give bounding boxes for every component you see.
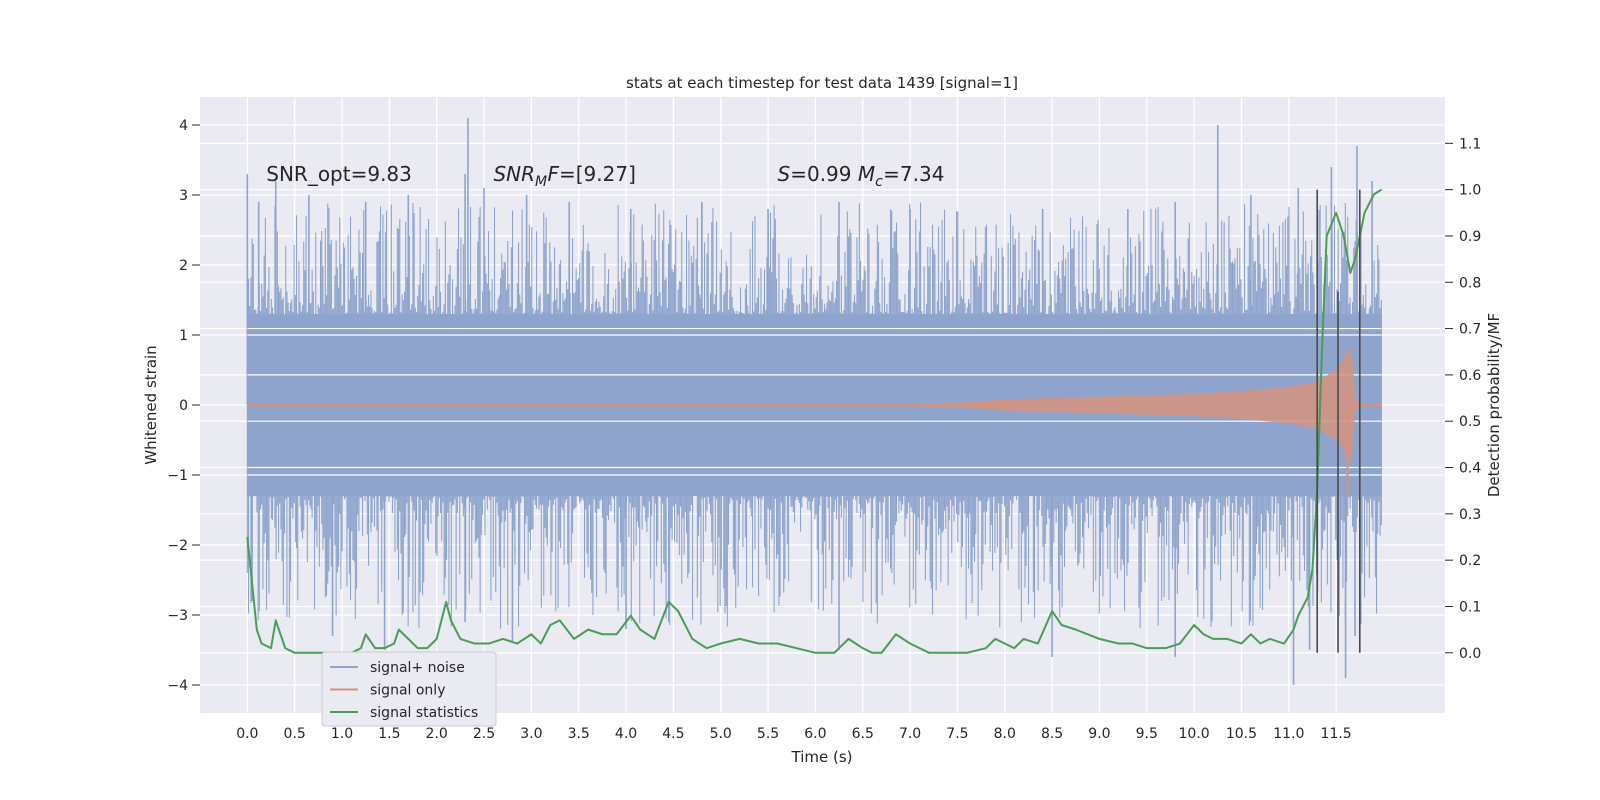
- x-tick-label: 9.0: [1088, 726, 1110, 742]
- x-axis-label: Time (s): [791, 748, 853, 766]
- y-axis-label: Whitened strain: [142, 345, 160, 464]
- x-tick-label: 6.5: [852, 726, 874, 742]
- annotation-part: =[9.27]: [559, 162, 636, 186]
- y-tick-label: 1: [179, 328, 188, 344]
- right-tick-label: 0.0: [1459, 646, 1481, 662]
- right-axis-label: Detection probability/MF: [1485, 313, 1503, 497]
- annotation-part: c: [875, 174, 883, 190]
- y-tick-label: −3: [167, 608, 188, 624]
- x-tick-label: 1.0: [331, 726, 353, 742]
- x-tick-label: 4.0: [615, 726, 637, 742]
- y-tick-label: 0: [179, 398, 188, 414]
- statistics-line: [246, 188, 1383, 654]
- x-tick-label: 11.5: [1321, 726, 1352, 742]
- right-tick-label: 0.2: [1459, 553, 1481, 569]
- chart-title: stats at each timestep for test data 143…: [626, 74, 1018, 92]
- x-tick-label: 3.5: [568, 726, 590, 742]
- x-tick-label: 7.5: [946, 726, 968, 742]
- x-axis-ticks: 0.0 0.5 1.0 1.5 2.0 2.5 3.0 3.5 4.0 4.5 5.0 5.5 6.0 6…: [236, 726, 1352, 742]
- y-tick-label: −4: [167, 678, 188, 694]
- right-tick-label: 0.7: [1459, 322, 1481, 338]
- y-axis-ticks: −4 −3 −2 −1 0 1 2 3 4: [167, 118, 200, 694]
- signal-statistics-series: [246, 188, 1383, 654]
- legend-box: [321, 651, 497, 727]
- right-tick-label: 0.4: [1459, 461, 1481, 477]
- right-axis-ticks: 0.0 0.1 0.2 0.3 0.4 0.5 0.6 0.7 0.8 0.9 1.0 1.1: [1445, 136, 1481, 662]
- legend-label: signal+ noise: [370, 660, 465, 676]
- annotation-text: S=0.99 Mc =7.34: [778, 162, 945, 190]
- right-tick-label: 0.1: [1459, 599, 1481, 615]
- annotation-part: M: [535, 174, 547, 190]
- y-tick-label: 2: [179, 258, 188, 274]
- x-tick-label: 0.5: [284, 726, 306, 742]
- x-tick-label: 5.0: [710, 726, 732, 742]
- annotation-part: S: [778, 162, 791, 186]
- x-tick-label: 10.0: [1179, 726, 1210, 742]
- x-tick-label: 8.5: [1041, 726, 1063, 742]
- annotation-part: M: [858, 162, 875, 186]
- annotation-part: =0.99: [790, 162, 858, 186]
- x-tick-label: 2.5: [473, 726, 495, 742]
- x-tick-label: 3.0: [520, 726, 542, 742]
- x-tick-label: 10.5: [1226, 726, 1257, 742]
- right-tick-label: 0.9: [1459, 229, 1481, 245]
- right-tick-label: 0.3: [1459, 507, 1481, 523]
- x-tick-label: 11.0: [1273, 726, 1304, 742]
- x-tick-label: 9.5: [1136, 726, 1158, 742]
- annotation-part: =7.34: [883, 162, 944, 186]
- y-tick-label: −2: [167, 538, 188, 554]
- right-tick-label: 1.0: [1459, 183, 1481, 199]
- legend: signal+ noise signal only signal statistic…: [321, 651, 497, 727]
- x-tick-label: 5.5: [757, 726, 779, 742]
- x-tick-label: 2.0: [426, 726, 448, 742]
- x-tick-label: 1.5: [378, 726, 400, 742]
- y-tick-label: 4: [179, 118, 188, 134]
- x-tick-label: 7.0: [899, 726, 921, 742]
- right-tick-label: 0.8: [1459, 275, 1481, 291]
- x-tick-label: 0.0: [236, 726, 258, 742]
- vertical-markers: [1316, 189, 1361, 653]
- annotation-text: SNRM F=[9.27]: [493, 162, 635, 190]
- annotation-part: SNR_opt=9.83: [266, 162, 412, 186]
- right-tick-label: 1.1: [1459, 136, 1481, 152]
- annotation-part: SNR: [493, 162, 535, 186]
- right-tick-label: 0.6: [1459, 368, 1481, 384]
- x-tick-label: 8.0: [994, 726, 1016, 742]
- y-tick-label: 3: [179, 188, 188, 204]
- x-tick-label: 6.0: [804, 726, 826, 742]
- annotations: SNR_opt=9.83 SNRM F=[9.27] S=0.99 Mc =7.34: [266, 162, 944, 190]
- legend-label: signal statistics: [370, 705, 478, 721]
- annotation-part: F: [547, 162, 559, 186]
- legend-label: signal only: [370, 683, 445, 699]
- signal-only-series: [247, 345, 1382, 496]
- y-tick-label: −1: [167, 468, 188, 484]
- annotation-text: SNR_opt=9.83: [266, 162, 412, 186]
- x-tick-label: 4.5: [662, 726, 684, 742]
- right-tick-label: 0.5: [1459, 414, 1481, 430]
